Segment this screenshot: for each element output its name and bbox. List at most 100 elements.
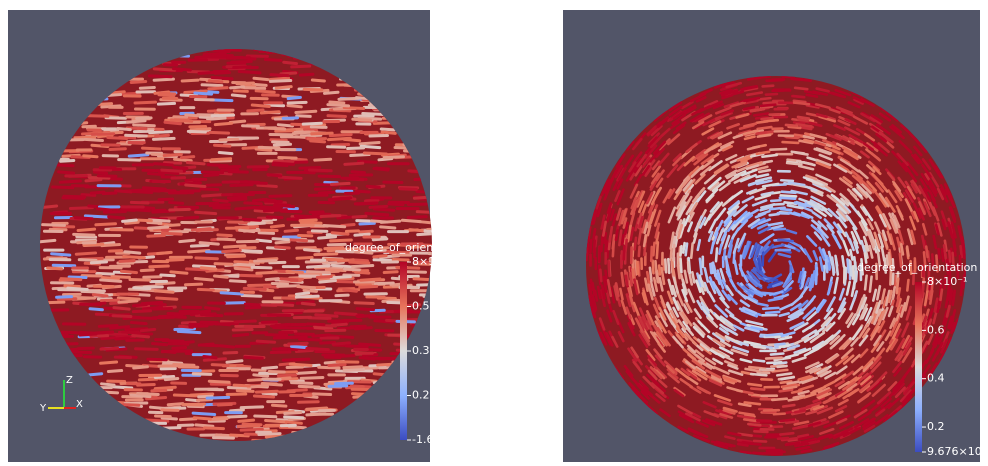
glyph bbox=[237, 391, 253, 392]
glyph bbox=[234, 385, 249, 386]
glyph bbox=[301, 377, 323, 378]
glyph bbox=[414, 279, 434, 280]
glyph bbox=[305, 130, 317, 131]
glyph bbox=[328, 138, 350, 139]
glyph bbox=[201, 345, 219, 346]
glyph bbox=[751, 388, 764, 389]
glyph bbox=[787, 163, 801, 165]
glyph bbox=[118, 298, 139, 299]
glyph bbox=[78, 348, 93, 349]
glyph bbox=[775, 344, 784, 345]
glyph bbox=[115, 357, 130, 358]
glyph bbox=[156, 416, 171, 417]
glyph bbox=[366, 213, 388, 214]
glyph bbox=[186, 185, 205, 186]
glyph bbox=[757, 132, 767, 133]
glyph bbox=[324, 225, 345, 226]
glyph bbox=[361, 279, 380, 280]
glyph bbox=[593, 283, 595, 295]
glyph bbox=[946, 297, 948, 307]
glyph bbox=[351, 155, 369, 156]
glyph bbox=[786, 137, 797, 138]
glyph bbox=[350, 262, 369, 263]
glyph bbox=[659, 266, 660, 275]
glyph bbox=[246, 307, 260, 308]
glyph bbox=[301, 74, 313, 75]
glyph bbox=[43, 225, 65, 226]
glyph bbox=[134, 125, 155, 126]
glyph bbox=[113, 316, 131, 317]
glyph bbox=[274, 163, 294, 164]
glyph bbox=[248, 110, 263, 111]
glyph bbox=[296, 293, 308, 294]
glyph bbox=[43, 206, 57, 207]
glyph bbox=[786, 125, 797, 126]
glyph bbox=[793, 96, 804, 97]
glyph bbox=[761, 105, 775, 106]
glyph bbox=[235, 268, 252, 269]
glyph bbox=[153, 210, 165, 211]
glyph bbox=[289, 343, 307, 344]
glyph bbox=[238, 366, 250, 367]
glyph bbox=[281, 73, 296, 74]
glyph bbox=[161, 275, 174, 276]
glyph bbox=[297, 116, 311, 117]
glyph bbox=[228, 416, 246, 417]
glyph bbox=[190, 326, 207, 327]
glyph bbox=[215, 123, 231, 124]
glyph bbox=[897, 279, 898, 293]
glyph bbox=[240, 138, 257, 139]
glyph bbox=[84, 156, 97, 157]
glyph bbox=[202, 314, 216, 315]
glyph bbox=[65, 197, 82, 198]
glyph bbox=[326, 269, 345, 270]
glyph bbox=[101, 362, 117, 363]
glyph bbox=[256, 91, 274, 92]
glyph bbox=[196, 425, 213, 426]
glyph bbox=[296, 296, 318, 297]
glyph bbox=[52, 254, 70, 255]
glyph bbox=[91, 336, 108, 337]
glyph bbox=[307, 266, 329, 267]
glyph bbox=[672, 259, 673, 273]
glyph bbox=[86, 116, 108, 117]
glyph bbox=[762, 118, 773, 119]
glyph bbox=[783, 142, 799, 143]
glyph bbox=[231, 185, 252, 186]
glyph bbox=[205, 175, 218, 176]
glyph bbox=[418, 233, 438, 234]
glyph bbox=[170, 232, 187, 233]
glyph bbox=[276, 325, 289, 326]
glyph bbox=[203, 195, 222, 196]
glyph bbox=[384, 157, 403, 158]
glyph bbox=[220, 167, 240, 168]
glyph bbox=[271, 75, 288, 76]
glyph bbox=[214, 291, 226, 292]
glyph bbox=[133, 336, 149, 337]
glyph bbox=[208, 118, 225, 119]
glyph bbox=[257, 272, 276, 273]
glyph bbox=[400, 189, 416, 190]
glyph bbox=[155, 387, 175, 388]
glyph bbox=[237, 83, 254, 84]
glyph bbox=[89, 374, 101, 375]
glyph bbox=[312, 133, 332, 134]
glyph bbox=[686, 244, 687, 256]
glyph bbox=[332, 265, 350, 266]
glyph bbox=[262, 383, 276, 384]
glyph bbox=[270, 81, 290, 82]
glyph bbox=[344, 367, 362, 368]
glyph bbox=[239, 72, 260, 73]
glyph bbox=[650, 268, 652, 281]
glyph bbox=[826, 260, 827, 272]
glyph bbox=[613, 235, 614, 248]
glyph bbox=[754, 346, 765, 347]
glyph bbox=[315, 328, 332, 329]
glyph bbox=[114, 308, 129, 309]
glyph bbox=[792, 391, 801, 393]
glyph bbox=[333, 343, 349, 344]
axis-label: X bbox=[76, 399, 83, 410]
glyph bbox=[319, 237, 336, 238]
glyph bbox=[266, 334, 287, 335]
glyph bbox=[367, 186, 379, 187]
